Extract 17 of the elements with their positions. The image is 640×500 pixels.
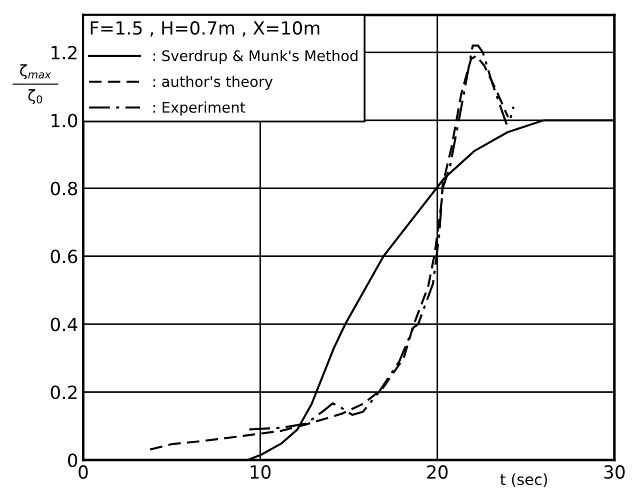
y-tick-label: 0.2 bbox=[50, 386, 77, 400]
x-axis-title: t (sec) bbox=[500, 473, 548, 487]
y-tick-label: 1.2 bbox=[52, 46, 77, 60]
legend-label: : Sverdrup & Munk's Method bbox=[153, 50, 358, 64]
legend-label: : author's theory bbox=[153, 76, 273, 90]
y-tick-label: 1.0 bbox=[52, 114, 78, 128]
y-tick-label: 0.6 bbox=[50, 250, 78, 264]
x-tick-label: 30 bbox=[604, 465, 625, 479]
y-tick-label: 0.8 bbox=[50, 182, 78, 196]
legend-title: F=1.5 , H=0.7m , X=10m bbox=[90, 21, 320, 37]
legend-label: : Experiment bbox=[153, 102, 246, 116]
x-tick-label: 20 bbox=[427, 465, 448, 479]
x-tick-label: 0 bbox=[78, 465, 88, 479]
y-tick-label: 0 bbox=[68, 453, 78, 468]
y-tick-label: 0.4 bbox=[50, 318, 78, 332]
y-axis-title: ζ$_{max}$ ――― ζ$_{0}$ bbox=[12, 64, 58, 104]
x-tick-label: 10 bbox=[250, 465, 271, 479]
